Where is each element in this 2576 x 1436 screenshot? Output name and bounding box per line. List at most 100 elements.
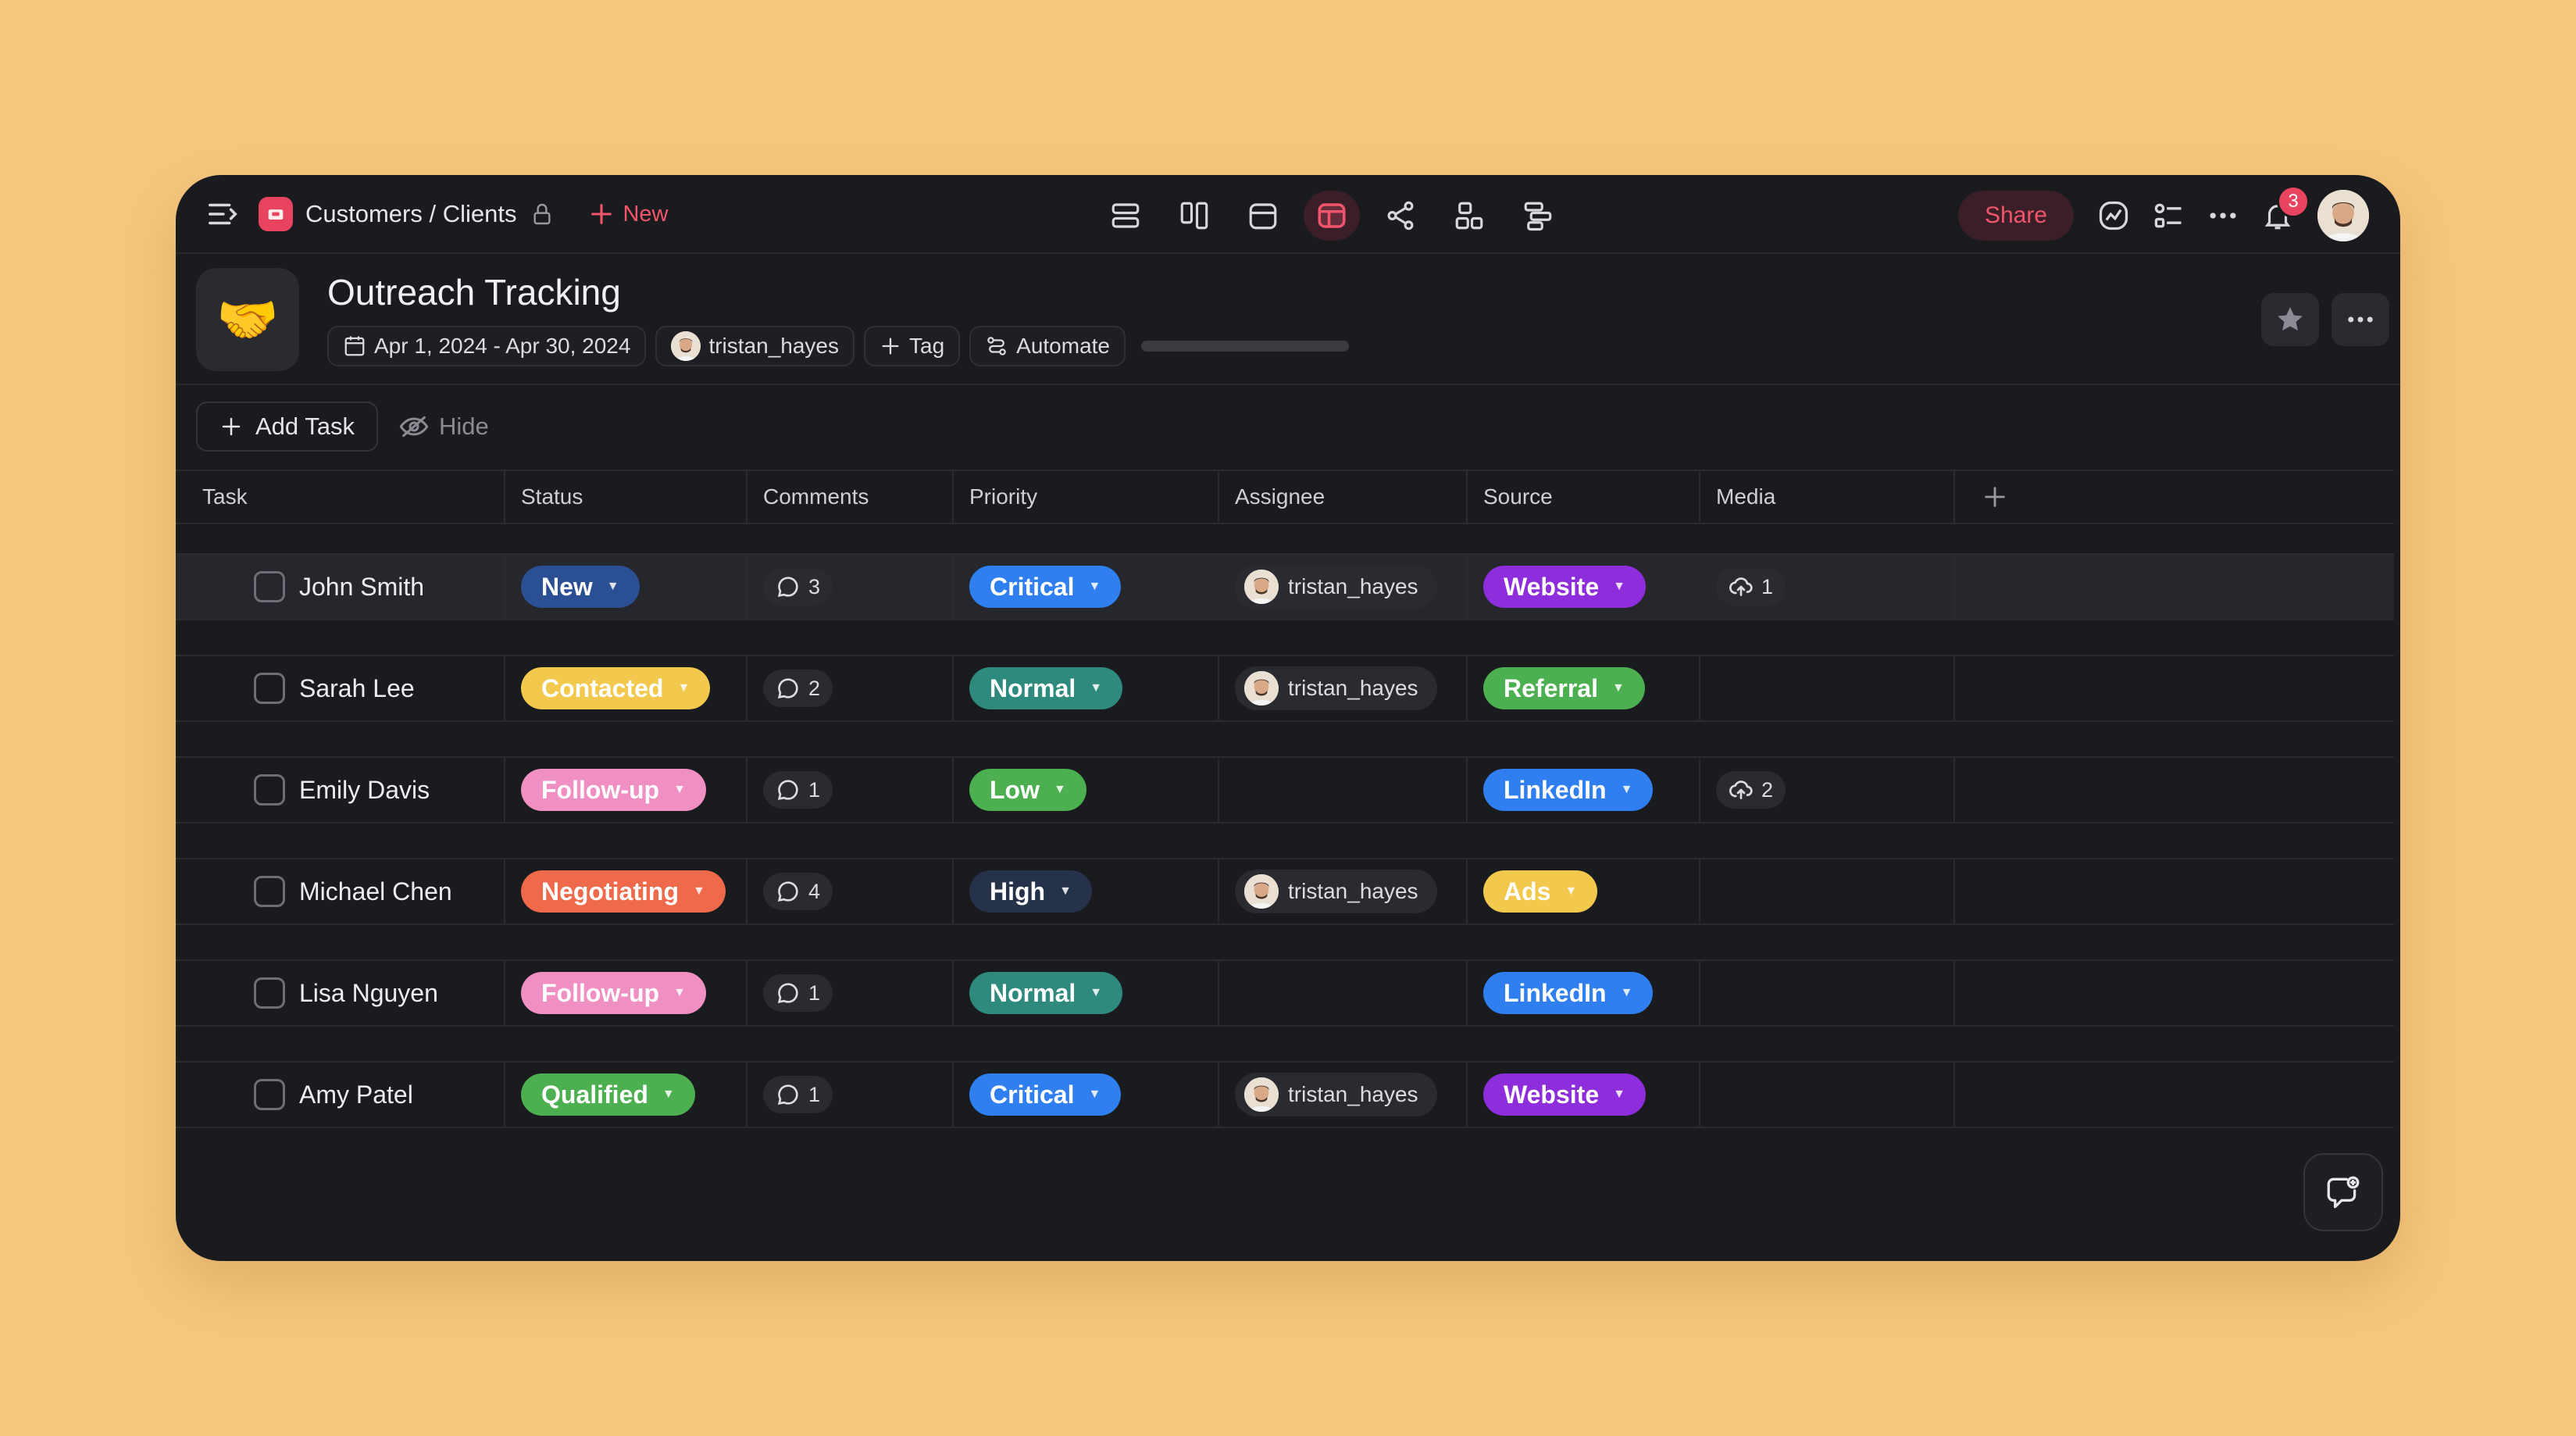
project-more-button[interactable] bbox=[2332, 293, 2389, 346]
table-row[interactable]: Emily Davis Follow-up ▼ 1 Low ▼ LinkedIn ▼ 2 bbox=[176, 756, 2394, 823]
more-icon[interactable] bbox=[2203, 196, 2242, 235]
feedback-button[interactable] bbox=[2303, 1153, 2383, 1231]
cell-assignee[interactable]: tristan_hayes bbox=[1219, 555, 1468, 619]
comments-badge[interactable]: 4 bbox=[763, 873, 833, 910]
column-header-comments[interactable]: Comments bbox=[747, 471, 954, 523]
cell-assignee[interactable]: tristan_hayes bbox=[1219, 1063, 1468, 1127]
assignee-chip[interactable]: tristan_hayes bbox=[1235, 1073, 1437, 1116]
priority-pill[interactable]: Low ▼ bbox=[969, 769, 1086, 811]
cell-status[interactable]: Follow-up ▼ bbox=[505, 758, 747, 822]
calendar-view-icon[interactable] bbox=[1235, 191, 1291, 241]
cell-media[interactable]: 2 bbox=[1700, 758, 1955, 822]
share-button[interactable]: Share bbox=[1957, 191, 2074, 241]
table-row[interactable]: Michael Chen Negotiating ▼ 4 High ▼ tristan_ha… bbox=[176, 858, 2394, 925]
mindmap-view-icon[interactable] bbox=[1372, 191, 1429, 241]
column-header-status[interactable]: Status bbox=[505, 471, 747, 523]
cell-comments[interactable]: 1 bbox=[747, 1063, 954, 1127]
task-checkbox[interactable] bbox=[254, 1079, 285, 1110]
cell-comments[interactable]: 1 bbox=[747, 961, 954, 1025]
media-badge[interactable]: 2 bbox=[1716, 771, 1786, 809]
task-checkbox[interactable] bbox=[254, 977, 285, 1009]
source-pill[interactable]: Ads ▼ bbox=[1483, 870, 1598, 913]
cell-source[interactable]: Referral ▼ bbox=[1468, 656, 1700, 720]
task-checkbox[interactable] bbox=[254, 673, 285, 704]
comments-badge[interactable]: 3 bbox=[763, 568, 833, 605]
cell-task[interactable]: John Smith bbox=[176, 555, 505, 619]
status-pill[interactable]: Follow-up ▼ bbox=[521, 769, 706, 811]
priority-pill[interactable]: Normal ▼ bbox=[969, 972, 1123, 1014]
cell-source[interactable]: LinkedIn ▼ bbox=[1468, 961, 1700, 1025]
task-name[interactable]: John Smith bbox=[299, 572, 425, 601]
table-view-icon[interactable] bbox=[1304, 191, 1360, 241]
cell-status[interactable]: New ▼ bbox=[505, 555, 747, 619]
cell-assignee[interactable] bbox=[1219, 961, 1468, 1025]
task-checkbox[interactable] bbox=[254, 571, 285, 602]
priority-pill[interactable]: High ▼ bbox=[969, 870, 1092, 913]
task-name[interactable]: Emily Davis bbox=[299, 775, 430, 804]
comments-badge[interactable]: 1 bbox=[763, 771, 833, 809]
cell-assignee[interactable] bbox=[1219, 758, 1468, 822]
cell-media[interactable] bbox=[1700, 656, 1955, 720]
cell-source[interactable]: LinkedIn ▼ bbox=[1468, 758, 1700, 822]
task-name[interactable]: Sarah Lee bbox=[299, 673, 415, 702]
source-pill[interactable]: Website ▼ bbox=[1483, 1073, 1646, 1116]
cell-priority[interactable]: High ▼ bbox=[954, 859, 1219, 923]
cell-source[interactable]: Website ▼ bbox=[1468, 1063, 1700, 1127]
table-row[interactable]: Amy Patel Qualified ▼ 1 Critical ▼ tristan_hay… bbox=[176, 1061, 2394, 1128]
automate-button[interactable]: Automate bbox=[969, 326, 1126, 366]
layout-view-icon[interactable] bbox=[1441, 191, 1497, 241]
assignee-chip[interactable]: tristan_hayes bbox=[1235, 870, 1437, 913]
cell-media[interactable] bbox=[1700, 1063, 1955, 1127]
cell-priority[interactable]: Critical ▼ bbox=[954, 1063, 1219, 1127]
table-row[interactable]: Lisa Nguyen Follow-up ▼ 1 Normal ▼ LinkedIn ▼ bbox=[176, 959, 2394, 1027]
priority-pill[interactable]: Critical ▼ bbox=[969, 566, 1122, 608]
column-header-task[interactable]: Task bbox=[176, 471, 505, 523]
column-header-media[interactable]: Media bbox=[1700, 471, 1955, 523]
cell-status[interactable]: Qualified ▼ bbox=[505, 1063, 747, 1127]
source-pill[interactable]: Website ▼ bbox=[1483, 566, 1646, 608]
gantt-view-icon[interactable] bbox=[1510, 191, 1566, 241]
cell-priority[interactable]: Critical ▼ bbox=[954, 555, 1219, 619]
cell-task[interactable]: Amy Patel bbox=[176, 1063, 505, 1127]
table-row[interactable]: John Smith New ▼ 3 Critical ▼ tristan_hayes Web… bbox=[176, 553, 2394, 620]
source-pill[interactable]: LinkedIn ▼ bbox=[1483, 972, 1654, 1014]
cell-comments[interactable]: 4 bbox=[747, 859, 954, 923]
task-checkbox[interactable] bbox=[254, 774, 285, 806]
priority-pill[interactable]: Critical ▼ bbox=[969, 1073, 1122, 1116]
task-name[interactable]: Amy Patel bbox=[299, 1080, 413, 1109]
cell-task[interactable]: Emily Davis bbox=[176, 758, 505, 822]
cell-status[interactable]: Contacted ▼ bbox=[505, 656, 747, 720]
cell-media[interactable] bbox=[1700, 961, 1955, 1025]
handshake-icon[interactable]: 🤝 bbox=[196, 268, 299, 371]
cell-status[interactable]: Negotiating ▼ bbox=[505, 859, 747, 923]
cell-comments[interactable]: 1 bbox=[747, 758, 954, 822]
bell-icon[interactable]: 3 bbox=[2258, 185, 2310, 235]
page-title[interactable]: Outreach Tracking bbox=[327, 272, 621, 313]
cell-assignee[interactable]: tristan_hayes bbox=[1219, 656, 1468, 720]
comments-badge[interactable]: 2 bbox=[763, 670, 833, 707]
cell-priority[interactable]: Low ▼ bbox=[954, 758, 1219, 822]
hide-button[interactable]: Hide bbox=[398, 411, 489, 442]
date-range-chip[interactable]: Apr 1, 2024 - Apr 30, 2024 bbox=[327, 326, 647, 366]
cell-source[interactable]: Ads ▼ bbox=[1468, 859, 1700, 923]
column-header-priority[interactable]: Priority bbox=[954, 471, 1219, 523]
comments-badge[interactable]: 1 bbox=[763, 974, 833, 1012]
cell-comments[interactable]: 2 bbox=[747, 656, 954, 720]
task-checkbox[interactable] bbox=[254, 876, 285, 907]
owner-chip[interactable]: tristan_hayes bbox=[655, 326, 855, 366]
column-header-assignee[interactable]: Assignee bbox=[1219, 471, 1468, 523]
status-pill[interactable]: Contacted ▼ bbox=[521, 667, 711, 709]
list-view-icon[interactable] bbox=[1097, 191, 1154, 241]
cell-priority[interactable]: Normal ▼ bbox=[954, 656, 1219, 720]
filter-icon[interactable] bbox=[2149, 196, 2188, 235]
media-badge[interactable]: 1 bbox=[1716, 568, 1786, 605]
new-button[interactable]: New bbox=[588, 201, 668, 227]
avatar[interactable] bbox=[2317, 190, 2369, 241]
source-pill[interactable]: Referral ▼ bbox=[1483, 667, 1645, 709]
cell-task[interactable]: Lisa Nguyen bbox=[176, 961, 505, 1025]
cell-priority[interactable]: Normal ▼ bbox=[954, 961, 1219, 1025]
assignee-chip[interactable]: tristan_hayes bbox=[1235, 565, 1437, 609]
breadcrumb-path[interactable]: Customers / Clients bbox=[305, 200, 517, 227]
favorite-button[interactable] bbox=[2261, 293, 2319, 346]
table-row[interactable]: Sarah Lee Contacted ▼ 2 Normal ▼ tristan_hayes… bbox=[176, 655, 2394, 722]
